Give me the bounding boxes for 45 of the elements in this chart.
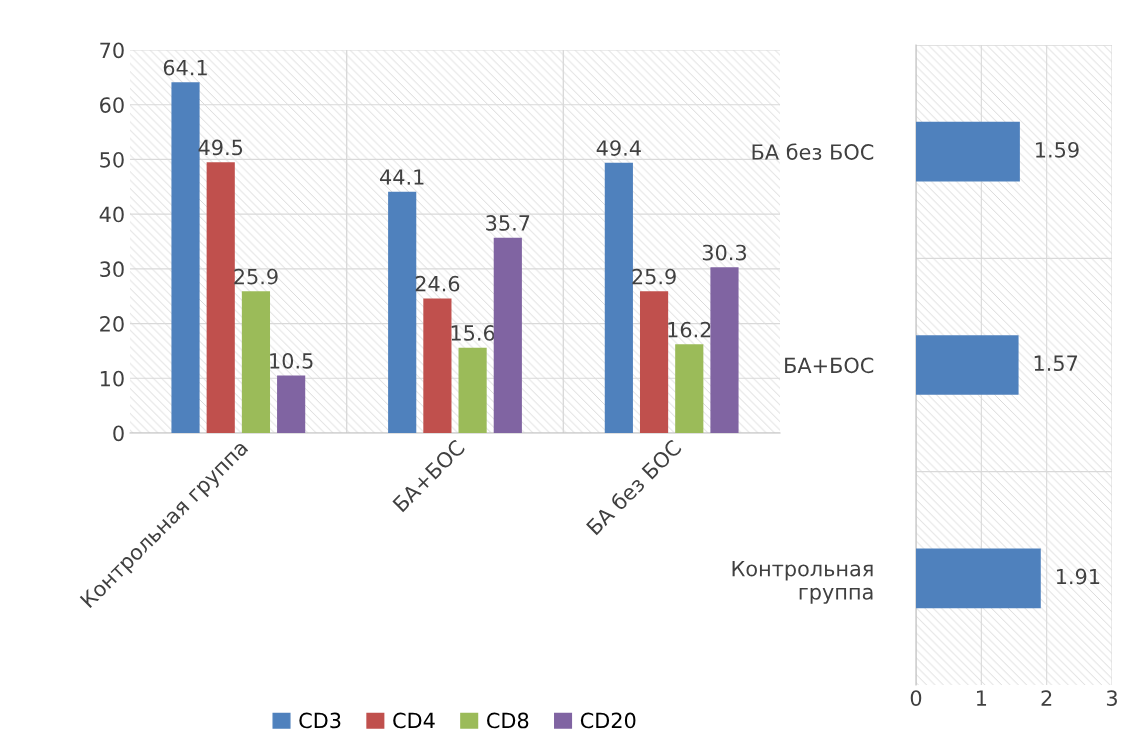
bar [916,335,1019,395]
bar [423,298,452,433]
data-label: 49.4 [596,140,641,156]
x-tick-label: 2 [1041,690,1052,706]
y-tick-label: 70 [100,42,124,59]
y-tick-label: БА без БОС [752,143,874,160]
data-label: 10.5 [270,352,313,369]
y-tick-label: 20 [100,316,124,332]
y-tick-label: 0 [113,425,124,442]
bar [206,162,235,433]
x-tick-label: 3 [1106,690,1117,706]
bar [241,291,271,433]
bar [675,344,704,433]
bar [916,548,1041,609]
legend-label: CD3 [299,712,341,729]
bar [604,162,633,433]
bar [916,121,1020,182]
y-tick-label: 40 [99,206,124,223]
data-label: 1.91 [1056,568,1100,585]
data-label: 15.6 [451,325,495,341]
bar [171,82,200,433]
legend-label: CD4 [393,712,435,729]
x-tick-label: 0 [910,690,922,706]
data-label: 64.1 [163,59,207,76]
y-tick-label: БА+БОС [785,357,874,374]
bar [710,267,739,433]
bar [458,347,487,433]
data-label: 1.57 [1034,355,1078,372]
y-tick-label: 10 [100,370,124,387]
data-label: 30.3 [702,244,746,261]
data-label: 35.7 [486,215,530,231]
y-tick-label: 30 [100,261,124,278]
data-label: 16.2 [668,321,711,338]
y-tick-label: Контрольная группа [732,560,873,604]
y-tick-label: 50 [100,151,124,168]
y-tick-label: 60 [100,97,124,113]
x-tick-label: 1 [976,690,987,706]
bar [388,191,417,433]
legend-label: CD20 [580,712,636,729]
data-label: 44.1 [380,169,424,185]
legend-label: CD8 [487,712,529,729]
bar [639,291,669,433]
bar [493,237,522,433]
bar [277,375,306,433]
data-label: 1.59 [1036,141,1079,158]
